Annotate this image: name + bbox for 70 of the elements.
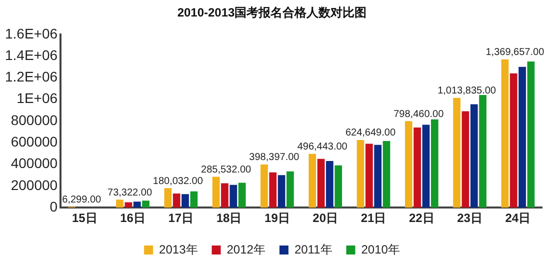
y-tick-label: 1.6E+06 <box>4 25 58 42</box>
legend-label: 2012年 <box>226 242 266 256</box>
bar <box>230 184 238 208</box>
x-tick-label: 22日 <box>408 211 434 226</box>
bar <box>116 200 124 208</box>
bar <box>133 202 141 208</box>
x-tick-label: 23日 <box>457 211 482 226</box>
bar <box>365 144 373 208</box>
x-tick-label: 17日 <box>168 211 194 226</box>
bar <box>334 165 342 208</box>
bar <box>326 161 334 208</box>
bar <box>124 202 132 208</box>
bar <box>479 95 486 208</box>
y-tick-label: 200000 <box>10 176 58 193</box>
bar <box>501 59 509 208</box>
legend-label: 2011年 <box>294 242 332 256</box>
data-label: 496,443.00 <box>297 142 348 153</box>
y-tick-label: 0 <box>50 198 58 214</box>
bar <box>278 175 286 208</box>
bar <box>269 172 277 208</box>
bar <box>212 176 220 208</box>
x-tick-label: 18日 <box>216 211 242 226</box>
data-label: 798,460.00 <box>394 108 444 120</box>
bar <box>308 154 316 208</box>
bar <box>182 194 189 208</box>
data-label: 6,299.00 <box>62 194 102 206</box>
y-tick-label: 1.4E+06 <box>4 46 58 63</box>
x-tick-label: 24日 <box>505 211 531 226</box>
bar <box>164 188 172 208</box>
bar <box>414 127 421 208</box>
bar <box>462 111 470 208</box>
bar <box>286 171 294 208</box>
y-tick-label: 1.2E+06 <box>4 68 58 85</box>
data-label: 285,532.00 <box>201 164 252 176</box>
x-tick-label: 21日 <box>360 211 386 226</box>
bar <box>317 158 325 208</box>
data-label: 1,369,657.00 <box>486 47 545 58</box>
bar <box>260 164 268 208</box>
y-tick-label: 800000 <box>10 112 58 128</box>
bar <box>172 194 180 208</box>
x-tick-label: 16日 <box>120 211 146 226</box>
bar <box>470 104 478 208</box>
data-label: 73,322.00 <box>108 187 152 198</box>
data-label: 398,397.00 <box>249 152 300 164</box>
bar <box>527 61 535 208</box>
y-tick-label: 1E+06 <box>16 90 58 106</box>
bar <box>221 183 228 208</box>
bar <box>430 119 438 208</box>
bar <box>518 66 526 208</box>
bar <box>356 140 364 208</box>
bar <box>510 73 518 208</box>
bar <box>453 98 460 208</box>
bar <box>382 141 390 208</box>
chart-title: 2010-2013国考报名合格人数对比图 <box>177 6 367 20</box>
legend-label: 2013年 <box>159 242 198 256</box>
bar <box>142 200 150 208</box>
legend-label: 2010年 <box>361 242 400 256</box>
x-tick-label: 20日 <box>312 211 338 226</box>
data-label: 180,032.00 <box>152 176 204 187</box>
data-label: 1,013,835.00 <box>438 86 496 97</box>
y-tick-label: 600000 <box>10 134 58 150</box>
x-tick-label: 19日 <box>264 211 290 226</box>
y-tick-label: 400000 <box>10 155 58 172</box>
bar <box>422 124 430 208</box>
bar <box>404 121 412 208</box>
x-tick-label: 15日 <box>72 211 98 226</box>
bar <box>238 182 246 208</box>
data-label: 624,649.00 <box>345 128 396 139</box>
bar <box>374 144 382 208</box>
bar <box>190 191 198 208</box>
